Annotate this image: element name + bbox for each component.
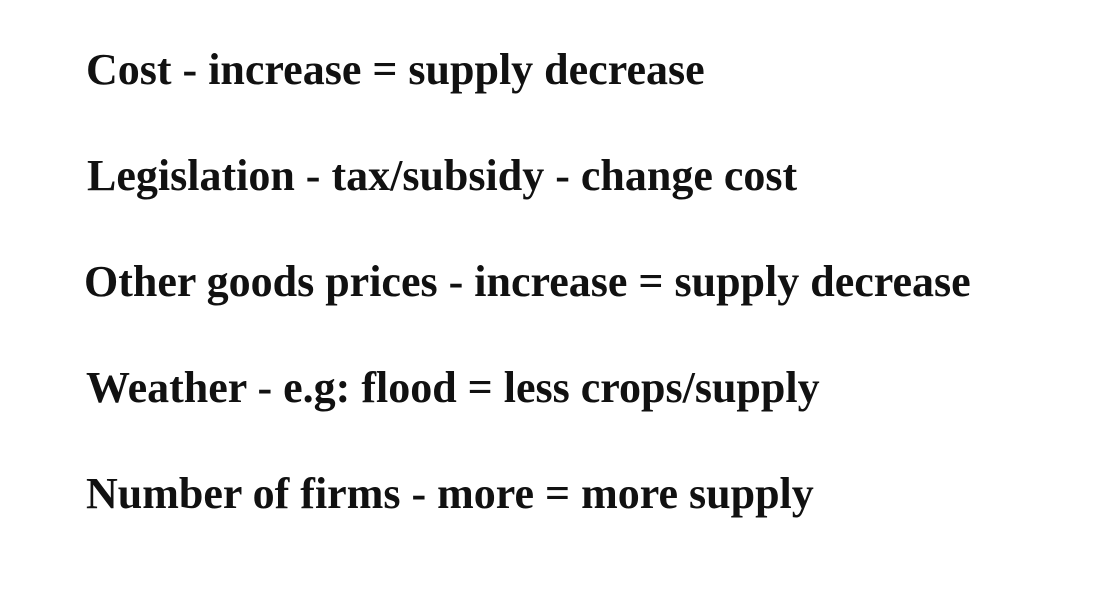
factor-line-number-of-firms: Number of firms - more = more supply (86, 469, 814, 518)
factor-line-weather: Weather - e.g: flood = less crops/supply (86, 363, 820, 412)
factor-line-cost: Cost - increase = supply decrease (86, 45, 705, 94)
factor-line-legislation: Legislation - tax/subsidy - change cost (87, 151, 798, 200)
factor-line-other-goods-prices: Other goods prices - increase = supply d… (84, 257, 971, 306)
